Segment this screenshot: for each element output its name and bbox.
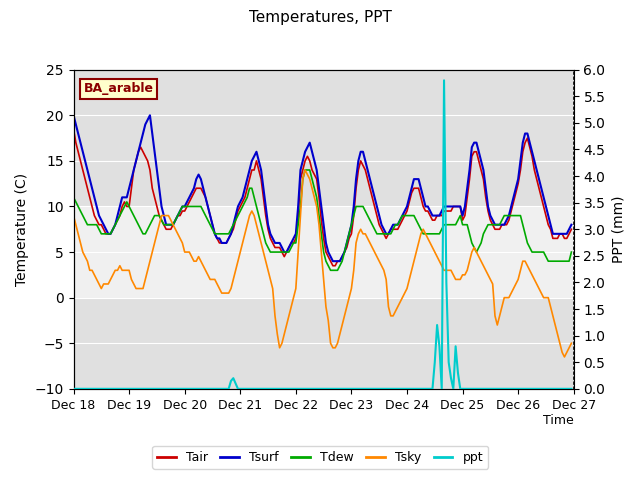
Y-axis label: PPT (mm): PPT (mm) — [611, 195, 625, 263]
Text: BA_arable: BA_arable — [84, 83, 154, 96]
Text: Time: Time — [543, 414, 573, 427]
Bar — [74, 206, 573, 298]
Text: Temperatures, PPT: Temperatures, PPT — [248, 10, 392, 24]
Y-axis label: Temperature (C): Temperature (C) — [15, 173, 29, 286]
Legend: Tair, Tsurf, Tdew, Tsky, ppt: Tair, Tsurf, Tdew, Tsky, ppt — [152, 446, 488, 469]
